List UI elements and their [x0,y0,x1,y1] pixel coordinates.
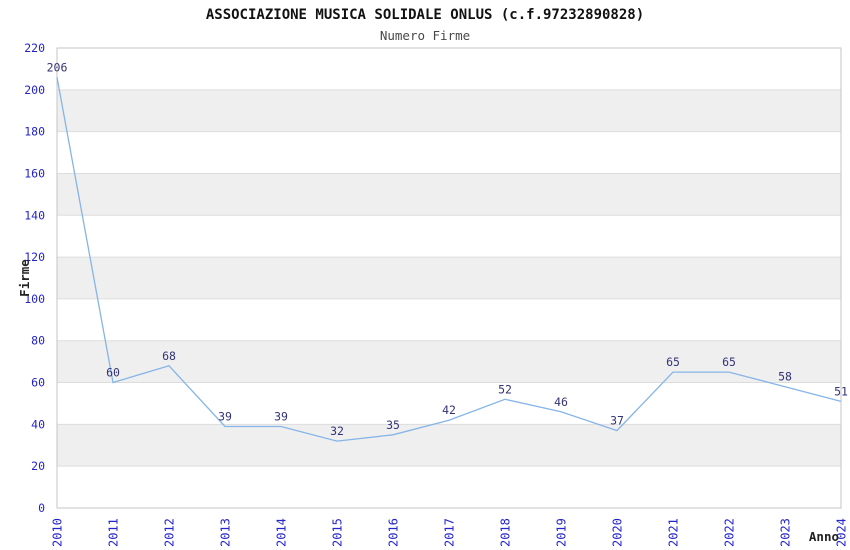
y-axis-tick-label: 60 [31,376,45,390]
data-line [56,77,842,442]
y-axis-tick-label: 80 [31,334,45,348]
grid-band [57,173,841,216]
y-axis-tick-label: 0 [38,501,45,515]
plot-area: 206 60 68 39 39 32 35 42 52 46 37 65 65 58 51 0 20 40 60 80… [24,41,848,547]
grid-band [57,257,841,299]
data-point-label: 60 [106,366,120,380]
data-point-label: 42 [442,403,456,417]
x-axis-tick-label: 2015 [331,518,345,547]
x-axis-tick-label: 2023 [779,518,793,547]
x-axis-title: Anno [809,529,839,544]
x-axis-tick-label: 2024 [835,518,849,547]
data-point-label: 39 [218,410,232,424]
data-point-label: 58 [778,370,792,384]
data-point-label: 68 [162,349,176,363]
x-axis-tick-label: 2020 [611,518,625,547]
y-axis-tick-label: 20 [31,459,45,473]
grid-band [57,340,841,383]
plot-border [56,47,842,509]
x-axis-tick-label: 2016 [387,518,401,547]
x-axis-tick-label: 2018 [499,518,513,547]
x-axis-tick-label: 2014 [275,518,289,547]
y-axis-tick-label: 100 [24,292,45,306]
y-axis-tick-label: 140 [24,208,45,222]
data-point-label: 32 [330,424,344,438]
data-point-label: 52 [498,382,512,396]
data-point-label: 65 [666,355,680,369]
chart-subtitle: Numero Firme [380,28,470,43]
x-axis-tick-label: 2017 [443,518,457,547]
data-point-label: 37 [610,414,624,428]
y-axis-tick-label: 200 [24,83,45,97]
data-point-label: 35 [386,418,400,432]
data-point-label: 65 [722,355,736,369]
x-axis-tick-label: 2019 [555,518,569,547]
data-point-label: 51 [834,384,848,398]
y-axis-tick-label: 180 [24,125,45,139]
x-axis-tick-label: 2011 [107,518,121,547]
data-point-label: 206 [47,60,68,74]
y-axis-tick-label: 220 [24,41,45,55]
grid-band [57,424,841,467]
y-axis-tick-label: 120 [24,250,45,264]
x-axis-tick-label: 2022 [723,518,737,547]
x-axis-tick-label: 2013 [219,518,233,547]
x-axis-tick-label: 2012 [163,518,177,547]
chart-title: ASSOCIAZIONE MUSICA SOLIDALE ONLUS (c.f.… [206,7,644,23]
y-axis-tick-label: 160 [24,167,45,181]
y-axis-tick-label: 40 [31,417,45,431]
x-axis-tick-label: 2010 [51,518,65,547]
y-axis-title: Firme [17,259,32,297]
grid-band [57,89,841,132]
data-point-label: 39 [274,410,288,424]
data-point-label: 46 [554,395,568,409]
x-axis-tick-label: 2021 [667,518,681,547]
